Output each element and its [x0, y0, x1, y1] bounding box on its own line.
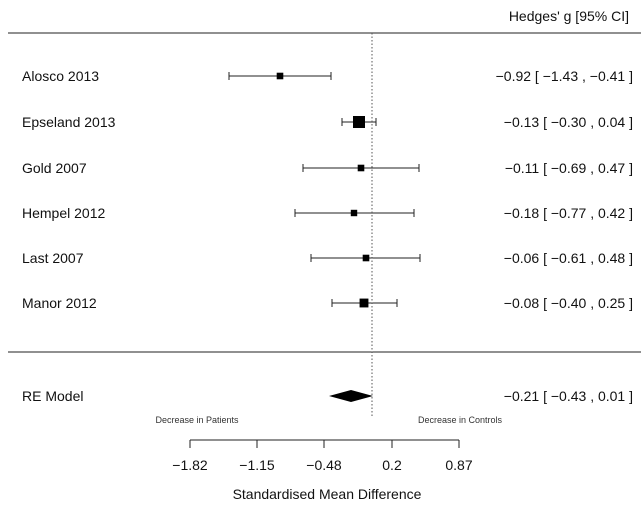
- ci-text: −0.08 [ −0.40 , 0.25 ]: [504, 295, 633, 311]
- study-row: Hempel 2012 −0.18 [ −0.77 , 0.42 ]: [22, 205, 633, 221]
- right-annotation: Decrease in Controls: [418, 415, 503, 425]
- point-estimate: [351, 210, 357, 216]
- summary-name: RE Model: [22, 388, 83, 404]
- study-name: Gold 2007: [22, 160, 87, 176]
- point-estimate: [360, 299, 369, 308]
- study-name: Alosco 2013: [22, 68, 99, 84]
- summary-ci-text: −0.21 [ −0.43 , 0.01 ]: [504, 388, 633, 404]
- point-estimate: [353, 116, 365, 128]
- study-name: Hempel 2012: [22, 205, 105, 221]
- tick-label: −1.82: [172, 457, 208, 473]
- study-name: Epseland 2013: [22, 114, 116, 130]
- study-rows: Alosco 2013 −0.92 [ −1.43 , −0.41 ] Epsela…: [22, 68, 633, 311]
- study-row: Alosco 2013 −0.92 [ −1.43 , −0.41 ]: [22, 68, 633, 84]
- point-estimate: [363, 255, 370, 262]
- study-name: Last 2007: [22, 250, 84, 266]
- summary-diamond: [329, 390, 373, 402]
- tick-label: 0.87: [445, 457, 472, 473]
- ci-text: −0.18 [ −0.77 , 0.42 ]: [504, 205, 633, 221]
- left-annotation: Decrease in Patients: [155, 415, 239, 425]
- x-axis-label: Standardised Mean Difference: [233, 486, 422, 502]
- summary-row: RE Model −0.21 [ −0.43 , 0.01 ]: [22, 388, 633, 404]
- point-estimate: [277, 73, 284, 80]
- study-name: Manor 2012: [22, 295, 97, 311]
- x-axis: −1.82 −1.15 −0.48 0.2 0.87: [172, 440, 473, 473]
- study-row: Epseland 2013 −0.13 [ −0.30 , 0.04 ]: [22, 114, 633, 130]
- study-row: Gold 2007 −0.11 [ −0.69 , 0.47 ]: [22, 160, 633, 176]
- ci-text: −0.11 [ −0.69 , 0.47 ]: [505, 160, 633, 176]
- tick-label: −0.48: [306, 457, 342, 473]
- tick-label: 0.2: [382, 457, 402, 473]
- ci-text: −0.13 [ −0.30 , 0.04 ]: [504, 114, 633, 130]
- ci-text: −0.06 [ −0.61 , 0.48 ]: [504, 250, 633, 266]
- study-row: Last 2007 −0.06 [ −0.61 , 0.48 ]: [22, 250, 633, 266]
- point-estimate: [358, 165, 365, 172]
- tick-label: −1.15: [239, 457, 275, 473]
- ci-text: −0.92 [ −1.43 , −0.41 ]: [496, 68, 633, 84]
- column-header: Hedges' g [95% CI]: [509, 8, 629, 24]
- study-row: Manor 2012 −0.08 [ −0.40 , 0.25 ]: [22, 295, 633, 311]
